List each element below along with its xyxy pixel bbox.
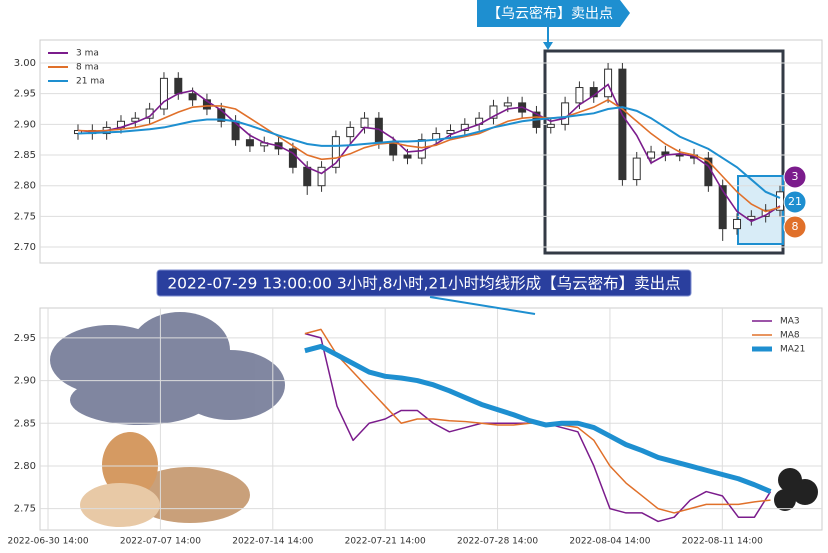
candle-body bbox=[131, 117, 140, 122]
candle-body bbox=[489, 105, 498, 119]
legend-label: 8 ma bbox=[76, 63, 99, 73]
y-tick-label: 2.95 bbox=[14, 333, 36, 344]
ma-line bbox=[77, 106, 781, 199]
y-tick-label: 2.85 bbox=[14, 418, 36, 429]
badge-label: 8 bbox=[792, 220, 799, 233]
ma-line bbox=[304, 343, 772, 494]
ma-line bbox=[77, 98, 781, 213]
badge bbox=[783, 190, 807, 214]
annotation-text: 2022-07-29 13:00:00 3小时,8小时,21小时均线形成【乌云密… bbox=[167, 275, 680, 293]
candle-body bbox=[403, 154, 412, 159]
y-tick-label: 2.90 bbox=[14, 376, 36, 387]
annotation-banner bbox=[477, 0, 630, 27]
annotation-banner bbox=[156, 269, 692, 297]
candle-body bbox=[288, 148, 297, 168]
y-tick-label: 2.85 bbox=[14, 150, 36, 161]
candle-body bbox=[174, 77, 183, 95]
x-tick-label: 2022-06-30 14:00 bbox=[7, 537, 88, 547]
candle-body bbox=[546, 123, 555, 128]
top-panel: 3.00 2.95 2.90 2.85 2.80 2.75 2.70 3 ma 8 ma 21 m… bbox=[14, 49, 822, 253]
candle-body bbox=[675, 154, 684, 157]
candle-body bbox=[604, 68, 613, 98]
ma-line bbox=[77, 83, 781, 223]
x-tick-label: 2022-07-14 14:00 bbox=[232, 537, 313, 547]
candle-body bbox=[776, 191, 784, 211]
legend-label: MA21 bbox=[780, 345, 805, 355]
x-tick-label: 2022-07-07 14:00 bbox=[120, 537, 201, 547]
badge bbox=[783, 165, 807, 189]
candle-body bbox=[346, 126, 355, 138]
candle-body bbox=[632, 157, 641, 181]
legend-label: 21 ma bbox=[76, 77, 105, 87]
y-tick-label: 2.80 bbox=[14, 461, 36, 472]
candle-body bbox=[245, 139, 254, 147]
top-plot-frame bbox=[39, 39, 823, 264]
candle-body bbox=[317, 166, 326, 187]
candle-body bbox=[561, 102, 570, 125]
y-tick-label: 2.90 bbox=[14, 119, 36, 130]
legend-label: MA8 bbox=[780, 331, 800, 341]
annotation-text: 【乌云密布】卖出点 bbox=[487, 5, 613, 22]
badge-label: 3 bbox=[792, 170, 799, 183]
candle-body bbox=[303, 166, 312, 187]
candle-body bbox=[188, 93, 197, 101]
x-tick-label: 2022-08-11 14:00 bbox=[682, 537, 763, 547]
candle-body bbox=[503, 102, 512, 107]
candle-body bbox=[733, 218, 742, 230]
x-tick-label: 2022-08-04 14:00 bbox=[569, 537, 650, 547]
candle-body bbox=[747, 215, 756, 220]
y-tick-label: 3.00 bbox=[14, 58, 36, 69]
badge bbox=[783, 215, 807, 239]
candle-body bbox=[575, 87, 584, 104]
candle-body bbox=[718, 185, 727, 230]
highlight-box bbox=[543, 49, 785, 255]
candle-body bbox=[202, 99, 211, 110]
y-tick-label: 2.75 bbox=[14, 211, 36, 222]
bottom-panel: 2.95 2.90 2.85 2.80 2.75 2022-06-30 14:00 2022… bbox=[7, 308, 822, 547]
candle-body bbox=[446, 129, 455, 135]
candle-body bbox=[618, 68, 627, 181]
y-tick-label: 2.95 bbox=[14, 89, 36, 100]
badge-label: 21 bbox=[788, 195, 802, 208]
candle-body bbox=[360, 117, 369, 128]
x-tick-label: 2022-07-21 14:00 bbox=[345, 537, 426, 547]
arrow-head bbox=[543, 42, 553, 50]
legend-label: 3 ma bbox=[76, 49, 99, 59]
legend-label: MA3 bbox=[780, 317, 800, 327]
y-tick-label: 2.70 bbox=[14, 242, 36, 253]
y-tick-label: 2.80 bbox=[14, 181, 36, 192]
arrow bbox=[429, 296, 536, 315]
candle-body bbox=[389, 142, 398, 156]
x-tick-label: 2022-07-28 14:00 bbox=[457, 537, 538, 547]
candle-body bbox=[331, 136, 340, 168]
candle-body bbox=[159, 77, 168, 110]
y-tick-label: 2.75 bbox=[14, 504, 36, 515]
candle-body bbox=[217, 108, 226, 122]
